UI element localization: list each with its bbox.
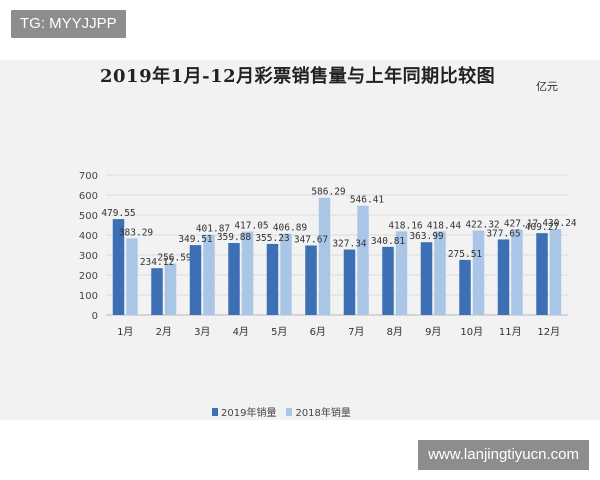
y-tick-label: 300 (79, 251, 98, 262)
chart-title: 2019年1月-12月彩票销售量与上年同期比较图 (100, 66, 496, 87)
y-tick-label: 0 (92, 311, 98, 322)
y-tick-label: 500 (79, 211, 98, 222)
bar-2018 (164, 263, 177, 315)
bar-2018 (126, 238, 138, 315)
data-label-2019: 377.65 (486, 228, 520, 239)
y-tick-label: 700 (79, 171, 98, 182)
data-label-2018: 418.44 (427, 220, 462, 231)
data-label-2018: 430.24 (542, 218, 577, 229)
x-tick-label: 9月 (425, 326, 441, 338)
bar-2019 (497, 239, 510, 315)
bar-2019 (536, 233, 548, 315)
y-tick-label: 600 (79, 191, 98, 202)
bar-2019 (343, 249, 356, 315)
bar-2018 (357, 205, 369, 315)
bar-2018 (549, 228, 562, 315)
data-label-2018: 546.41 (350, 195, 385, 206)
data-label-2018: 422.32 (465, 220, 499, 231)
chart-unit: 亿元 (536, 80, 558, 93)
x-tick-label: 10月 (460, 326, 483, 338)
bar-2019 (112, 219, 125, 315)
bar-2018 (434, 231, 446, 315)
legend-label-2019: 2019年销量 (221, 408, 277, 419)
bar-2018 (395, 231, 408, 315)
data-label-2018: 418.16 (388, 220, 423, 231)
data-label-2019: 409.27 (525, 222, 559, 233)
data-label-2019: 234.12 (140, 257, 174, 268)
data-label-2018: 383.29 (119, 227, 154, 238)
watermark-bottom: www.lanjingtiyucn.com (418, 440, 589, 470)
x-tick-label: 12月 (537, 326, 560, 338)
bar-2018 (241, 231, 254, 315)
data-label-2018: 417.05 (234, 221, 268, 232)
data-label-2018: 586.29 (311, 187, 346, 198)
data-label-2019: 275.51 (448, 249, 483, 260)
legend-item-2019: 2019年销量 (212, 404, 276, 419)
data-label-2019: 349.51 (178, 234, 213, 245)
bar-2019 (382, 246, 394, 315)
bar-2019 (305, 245, 317, 315)
x-tick-label: 7月 (348, 326, 364, 338)
data-label-2019: 340.81 (371, 236, 406, 247)
legend-item-2018: 2018年销量 (286, 404, 351, 419)
x-tick-label: 1月 (117, 326, 133, 338)
chart-legend: 2019年销量 2018年销量 (212, 404, 351, 419)
bar-2019 (420, 242, 433, 315)
legend-swatch-2019 (212, 407, 218, 416)
data-label-2019: 347.67 (294, 234, 328, 245)
y-tick-label: 100 (79, 291, 98, 302)
legend-label-2018: 2018年销量 (295, 408, 351, 419)
bar-2018 (280, 233, 292, 315)
data-label-2019: 355.23 (255, 233, 289, 244)
bar-2019 (266, 243, 279, 315)
bar-2018 (203, 234, 215, 315)
bar-2019 (459, 259, 471, 315)
data-label-2019: 363.99 (409, 231, 444, 242)
data-label-2019: 479.55 (101, 208, 135, 219)
data-label-2018: 406.89 (273, 223, 308, 234)
bar-2019 (228, 243, 240, 315)
data-label-2018: 256.59 (157, 253, 192, 264)
bar-2018 (318, 197, 331, 315)
data-label-2018: 427.17 (504, 219, 538, 230)
x-tick-label: 4月 (233, 326, 249, 338)
x-tick-label: 5月 (271, 326, 287, 338)
data-label-2018: 401.87 (196, 224, 230, 235)
bar-2018 (472, 230, 485, 315)
x-tick-label: 2月 (156, 326, 172, 338)
x-tick-label: 8月 (387, 326, 403, 338)
y-tick-label: 200 (79, 271, 98, 282)
data-label-2019: 327.34 (332, 239, 367, 250)
x-tick-label: 6月 (310, 326, 326, 338)
y-tick-label: 400 (79, 231, 98, 242)
x-tick-label: 3月 (194, 326, 210, 338)
legend-swatch-2018 (286, 407, 293, 416)
bar-2019 (151, 268, 163, 315)
watermark-top: TG: MYYJJPP (11, 10, 126, 38)
bar-2018 (511, 229, 523, 315)
bar-2019 (189, 245, 202, 315)
data-label-2019: 359.88 (217, 232, 252, 243)
x-tick-label: 11月 (499, 326, 522, 338)
